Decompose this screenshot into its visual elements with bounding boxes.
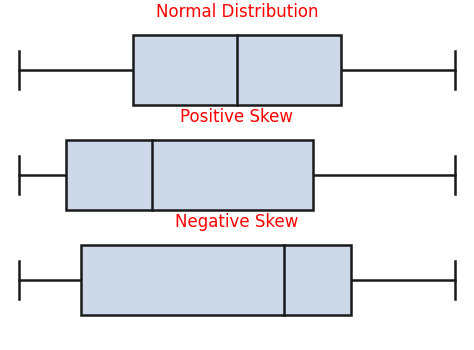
Bar	[81, 245, 351, 315]
Bar	[66, 140, 313, 210]
Text: Positive Skew: Positive Skew	[181, 108, 293, 126]
Bar	[133, 35, 341, 105]
Text: Normal Distribution: Normal Distribution	[156, 3, 318, 21]
Text: Negative Skew: Negative Skew	[175, 213, 299, 231]
